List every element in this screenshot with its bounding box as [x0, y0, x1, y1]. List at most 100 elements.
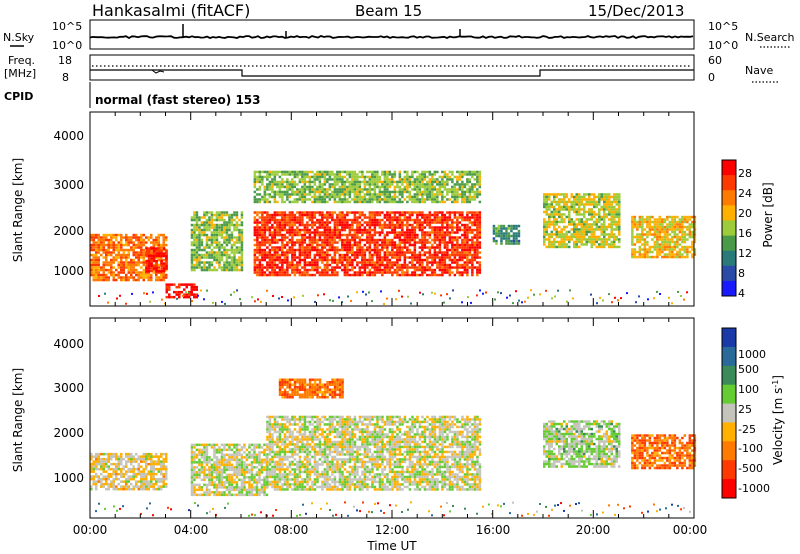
power-cell: [230, 218, 234, 222]
power-cell: [608, 203, 611, 206]
power-cell: [293, 263, 297, 267]
power-cell: [293, 190, 297, 194]
power-cell: [346, 178, 349, 181]
power-cell: [603, 195, 606, 199]
power-cell: [673, 248, 677, 251]
velocity-cell: [90, 485, 93, 488]
power-cell: [253, 173, 257, 176]
power-cell: [558, 240, 561, 244]
power-cell: [500, 239, 503, 243]
power-cell: [361, 271, 364, 274]
power-cell: [258, 246, 262, 249]
power-cell: [371, 198, 374, 201]
power-cell: [618, 215, 621, 219]
power-cell: [463, 243, 467, 247]
power-cell: [331, 243, 334, 247]
velocity-cell: [107, 452, 110, 456]
power-cell: [431, 263, 434, 267]
power-cell: [321, 226, 324, 229]
power-cell: [383, 221, 387, 224]
power-ground-speckle: [566, 300, 568, 303]
power-cell: [398, 198, 402, 201]
power-cell: [543, 193, 546, 196]
power-cell: [273, 238, 277, 242]
power-cell: [155, 262, 158, 265]
power-cell: [218, 231, 221, 234]
power-cell: [117, 266, 120, 269]
power-cell: [102, 266, 105, 269]
power-cell: [446, 175, 449, 179]
power-cell: [288, 183, 292, 186]
power-cell: [575, 243, 578, 246]
power-cell: [471, 183, 474, 186]
power-cell: [258, 173, 262, 176]
power-cell: [438, 188, 442, 191]
power-cell: [373, 178, 377, 181]
power-cell: [283, 173, 287, 176]
power-cell: [600, 225, 603, 229]
power-cell: [363, 213, 367, 217]
power-cell: [575, 223, 578, 226]
power-cell: [256, 221, 259, 224]
power-cell: [608, 205, 611, 209]
power-ground-speckle: [236, 289, 238, 292]
power-cell: [263, 238, 267, 242]
power-cell: [688, 230, 692, 234]
power-cell: [117, 243, 120, 247]
power-cell: [418, 261, 422, 264]
power-cell: [383, 173, 387, 176]
power-cell: [383, 178, 387, 181]
power-cell: [293, 268, 297, 272]
power-cell: [348, 261, 352, 264]
power-cell: [220, 253, 224, 257]
power-cell: [373, 170, 377, 174]
power-cell: [348, 175, 352, 179]
power-cell: [636, 220, 639, 224]
power-cell: [190, 241, 194, 244]
power-cell: [461, 213, 464, 217]
power-ground-speckle: [554, 295, 556, 298]
power-cell: [478, 200, 482, 204]
power-cell: [263, 221, 267, 224]
power-cell: [403, 238, 407, 242]
power-cell: [90, 233, 93, 237]
power-cell: [142, 276, 145, 279]
velocity-cell: [112, 455, 115, 458]
power-cell: [353, 175, 357, 179]
power-cell: [366, 248, 369, 252]
power-cell: [550, 215, 553, 219]
power-cell: [448, 256, 452, 259]
power-cell: [388, 183, 392, 186]
power-cell: [610, 205, 613, 209]
power-cell: [468, 248, 472, 252]
power-cell: [565, 193, 568, 196]
velocity-cell: [100, 477, 103, 481]
power-cell: [456, 228, 459, 232]
power-cell: [323, 200, 327, 204]
power-cell: [466, 261, 469, 264]
power-cell: [428, 246, 432, 249]
power-cell: [393, 173, 397, 176]
power-cell: [218, 241, 221, 244]
power-cell: [291, 231, 294, 234]
power-cell: [383, 170, 387, 174]
power-cell: [343, 216, 347, 219]
power-cell: [676, 225, 679, 229]
power-cell: [258, 231, 262, 234]
power-cell: [451, 266, 454, 269]
power-cell: [276, 248, 279, 252]
power-cell: [256, 236, 259, 239]
power-cell: [178, 283, 181, 286]
power-cell: [681, 230, 684, 234]
power-cell: [281, 183, 284, 186]
power-cell: [316, 243, 319, 247]
power-cell: [311, 273, 314, 277]
power-cell: [281, 273, 284, 277]
power-cell: [261, 231, 264, 234]
power-cell: [311, 238, 314, 242]
power-cell: [271, 268, 274, 272]
power-cell: [381, 223, 384, 227]
power-cell: [476, 253, 479, 257]
power-cell: [208, 223, 211, 227]
power-cell: [376, 185, 379, 189]
